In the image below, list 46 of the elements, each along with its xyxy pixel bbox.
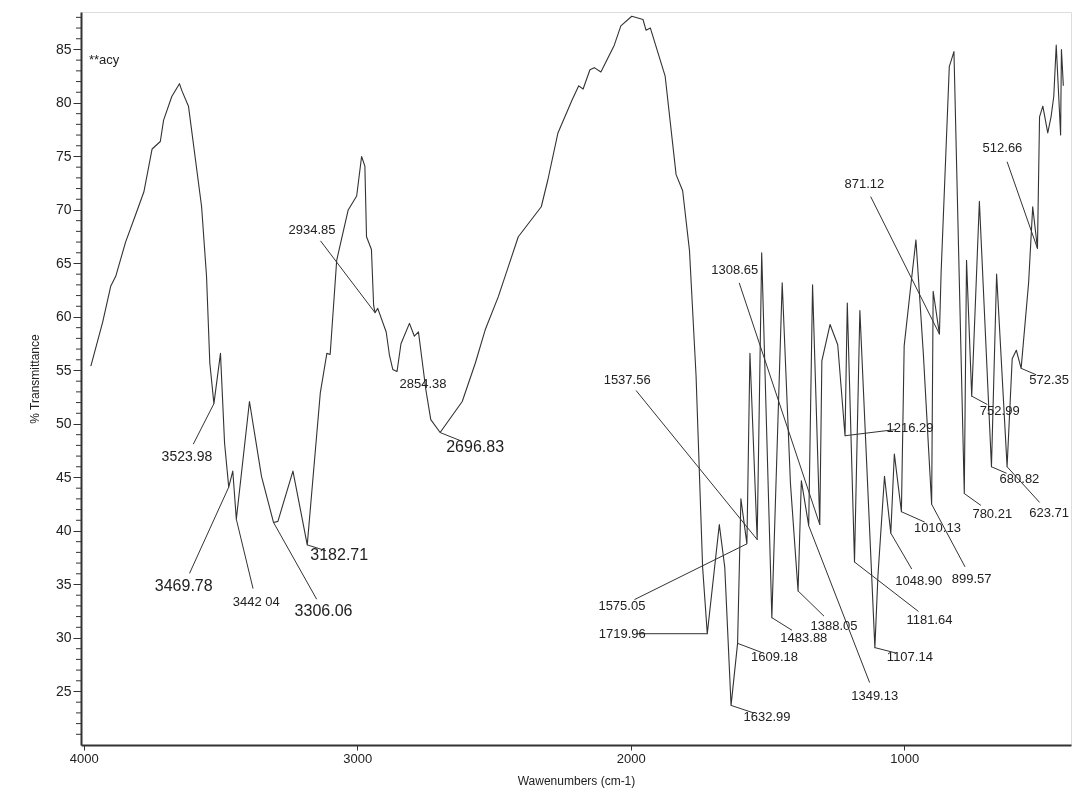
y-tick-label: 75 (55, 147, 72, 164)
annotation: 3182.71 (310, 545, 369, 563)
annotation: 1349.13 (851, 687, 899, 703)
y-tick-label: 65 (55, 254, 72, 271)
y-tick-label: 45 (55, 468, 72, 485)
annotation: 3523.98 (161, 447, 213, 464)
annotation: 1010.13 (913, 519, 961, 535)
annotation: 1048.90 (895, 573, 943, 589)
y-tick-label: 30 (55, 629, 72, 646)
annotation: 1107.14 (886, 648, 933, 664)
annotation: 1181.64 (906, 612, 953, 628)
annotation: 871.12 (844, 176, 885, 192)
annotation: 780.21 (972, 505, 1013, 521)
annotation: 1575.05 (598, 597, 646, 613)
annotation: 2934.85 (288, 221, 336, 237)
y-tick-label: 60 (55, 308, 72, 325)
annotation: 1537.56 (603, 371, 651, 387)
x-tick-label: 2000 (616, 750, 646, 766)
y-tick-label: 80 (55, 94, 72, 111)
annotation: 1719.96 (598, 625, 646, 641)
y-tick-label: 40 (55, 522, 72, 539)
annotation: 3469.78 (154, 577, 213, 595)
y-tick-label: 55 (55, 361, 72, 378)
x-tick-label: 4000 (69, 750, 99, 766)
annotation: 899.57 (951, 571, 992, 587)
y-tick-label: 70 (55, 201, 72, 218)
y-tick-label: 25 (55, 683, 72, 699)
annotation: 572.35 (1029, 372, 1070, 388)
x-tick-label: 1000 (890, 750, 920, 766)
annotation: 623.71 (1029, 504, 1069, 520)
y-tick-label: 35 (55, 575, 72, 592)
annotation: 512.66 (982, 140, 1023, 156)
annotation: 2854.38 (399, 375, 447, 391)
annotation: 2696.83 (446, 437, 505, 455)
x-axis-title: Wawenumbers (cm-1) (517, 773, 636, 788)
annotation: **acy (89, 52, 120, 67)
annotation: 1632.99 (743, 709, 791, 725)
annotation: 1609.18 (751, 649, 799, 665)
y-tick-label: 85 (55, 40, 72, 57)
annotation: 3306.06 (294, 602, 353, 620)
annotation: 1308.65 (711, 261, 759, 277)
annotation: 680.82 (999, 470, 1040, 486)
y-tick-label: 50 (55, 415, 72, 432)
y-axis-title: % Transmittance (27, 333, 42, 424)
annotation: 3442 04 (232, 594, 280, 610)
x-tick-label: 3000 (343, 750, 373, 766)
